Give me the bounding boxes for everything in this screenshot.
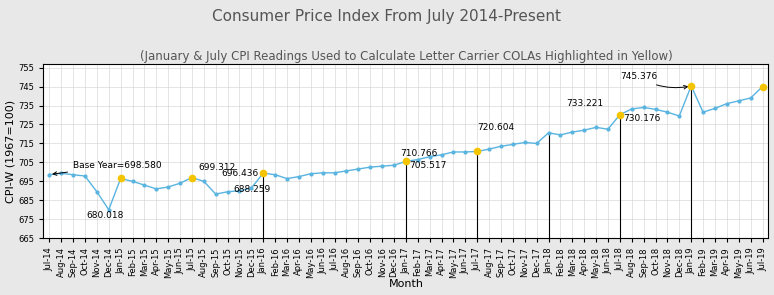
Text: 680.018: 680.018 [87, 211, 124, 220]
Text: 710.766: 710.766 [400, 149, 437, 158]
Text: 730.176: 730.176 [623, 114, 661, 123]
Title: (January & July CPI Readings Used to Calculate Letter Carrier COLAs Highlighted : (January & July CPI Readings Used to Cal… [139, 50, 673, 63]
Text: 688.259: 688.259 [234, 185, 271, 194]
Text: 696.436: 696.436 [221, 169, 259, 178]
Text: 733.221: 733.221 [567, 99, 604, 108]
X-axis label: Month: Month [389, 279, 423, 289]
Text: Consumer Price Index From July 2014-Present: Consumer Price Index From July 2014-Pres… [213, 9, 561, 24]
Y-axis label: CPI-W (1967=100): CPI-W (1967=100) [5, 99, 15, 203]
Text: 699.312: 699.312 [198, 163, 235, 172]
Text: 720.604: 720.604 [478, 123, 515, 132]
Text: Base Year=698.580: Base Year=698.580 [53, 161, 162, 175]
Text: 745.376: 745.376 [620, 72, 687, 89]
Text: 705.517: 705.517 [409, 161, 447, 170]
